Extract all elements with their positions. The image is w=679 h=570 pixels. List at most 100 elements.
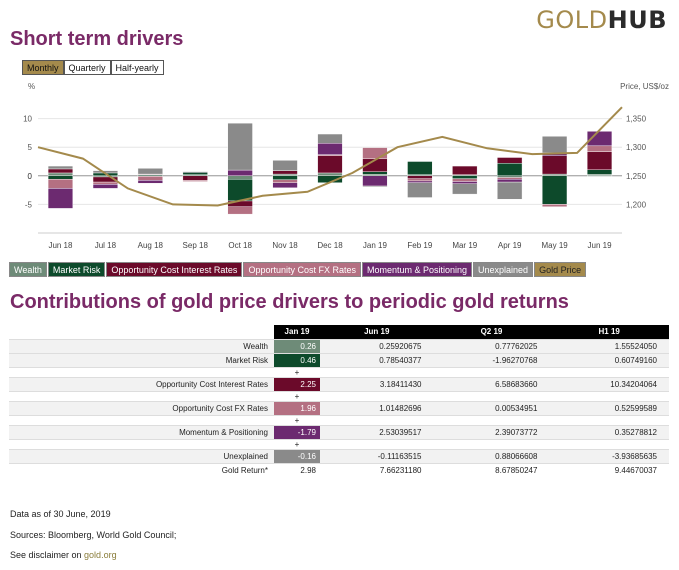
plus-sign: +	[274, 415, 320, 425]
bar-segment[interactable]	[497, 163, 523, 177]
bar-segment[interactable]	[407, 178, 433, 182]
bar-segment[interactable]	[317, 155, 343, 174]
legend-item[interactable]: Opportunity Cost FX Rates	[243, 262, 361, 277]
bar-segment[interactable]	[317, 172, 343, 177]
bar-segment[interactable]	[182, 180, 208, 182]
x-tick-label: Apr 19	[498, 241, 522, 250]
bar-segment[interactable]	[542, 136, 568, 154]
bar-segment[interactable]	[542, 173, 568, 176]
bar-segment[interactable]	[227, 122, 253, 171]
bar-segment[interactable]	[407, 175, 433, 179]
y2-tick-label: 1,250	[626, 172, 647, 181]
bar-segment[interactable]	[227, 175, 253, 180]
bar-segment[interactable]	[272, 182, 298, 189]
bar-segment[interactable]	[542, 175, 568, 205]
bar-segment[interactable]	[272, 175, 298, 181]
bar-segment[interactable]	[362, 147, 388, 160]
bar-segment[interactable]	[47, 168, 74, 174]
h1-value: 0.60749160	[549, 352, 669, 368]
bar-segment[interactable]	[137, 176, 163, 181]
bar-segment[interactable]	[182, 171, 208, 172]
bar-segment[interactable]	[137, 180, 163, 184]
bar-segment[interactable]	[497, 179, 523, 183]
bar-segment[interactable]	[182, 175, 208, 181]
bar-segment[interactable]	[497, 181, 523, 200]
bar-segment[interactable]	[227, 179, 253, 202]
q2-value: 6.58683660	[433, 376, 550, 392]
bar-segment[interactable]	[227, 206, 253, 215]
bar-segment[interactable]	[586, 145, 613, 152]
tab-monthly[interactable]: Monthly	[22, 60, 64, 75]
y2-tick-label: 1,200	[626, 200, 647, 209]
bar-segment[interactable]	[137, 168, 163, 175]
bar-segment[interactable]	[497, 157, 523, 164]
bar-segment[interactable]	[586, 174, 613, 176]
bar-segment[interactable]	[586, 151, 613, 170]
table-row: Opportunity Cost Interest Rates 2.25 3.184…	[9, 376, 669, 392]
bar-segment[interactable]	[452, 181, 478, 185]
tab-quarterly[interactable]: Quarterly	[63, 60, 111, 75]
bar-segment[interactable]	[497, 175, 523, 178]
bar-segment[interactable]	[362, 171, 388, 175]
col-header: Jan 19	[274, 325, 320, 339]
bar-segment[interactable]	[47, 172, 74, 177]
plus-sign: +	[274, 367, 320, 377]
chart-legend: Wealth Market Risk Opportunity Cost Intere…	[9, 262, 587, 277]
jan-value: 2.98	[274, 462, 320, 477]
bar-segment[interactable]	[542, 204, 568, 207]
bar-segment[interactable]	[586, 175, 613, 177]
row-label: Momentum & Positioning	[9, 424, 274, 440]
bar-segment[interactable]	[47, 175, 74, 180]
bar-segment[interactable]	[586, 169, 613, 175]
q2-value: -1.96270768	[433, 352, 550, 368]
row-label: Market Risk	[9, 352, 274, 368]
legend-item[interactable]: Market Risk	[47, 262, 106, 277]
bar-segment[interactable]	[47, 165, 74, 170]
legend-item[interactable]: Wealth	[9, 262, 47, 277]
bar-segment[interactable]	[227, 169, 253, 177]
bar-segment[interactable]	[92, 184, 118, 189]
row-label: Opportunity Cost FX Rates	[9, 400, 274, 416]
goldhub-logo[interactable]: GOLDHUB	[536, 6, 667, 34]
bar-segment[interactable]	[92, 181, 118, 185]
x-tick-label: Feb 19	[407, 241, 432, 250]
bar-segment[interactable]	[272, 179, 298, 183]
jun-value: 1.01482696	[320, 400, 434, 416]
x-tick-label: May 19	[541, 241, 568, 250]
bar-segment[interactable]	[317, 142, 343, 155]
bar-segment[interactable]	[452, 165, 478, 175]
gold-org-link[interactable]: gold.org	[84, 550, 117, 560]
logo-gold-text: GOLD	[536, 6, 608, 34]
q2-value: 0.77762025	[433, 338, 550, 354]
bar-segment[interactable]	[272, 160, 298, 171]
bar-segment[interactable]	[362, 174, 388, 176]
bar-segment[interactable]	[317, 133, 343, 144]
contributions-table: Jan 19 Jun 19 Q2 19 H1 19 Wealth 0.26 0.25…	[9, 325, 669, 477]
y-tick-label: 0	[28, 172, 33, 181]
tab-half-yearly[interactable]: Half-yearly	[110, 60, 164, 75]
legend-item[interactable]: Unexplained	[473, 262, 534, 277]
data-date-note: Data as of 30 June, 2019	[10, 509, 111, 519]
bar-segment[interactable]	[407, 182, 433, 198]
bar-segment[interactable]	[362, 175, 388, 187]
bar-segment[interactable]	[407, 161, 433, 175]
bar-segment[interactable]	[272, 173, 298, 176]
bar-segment[interactable]	[497, 177, 523, 180]
legend-item[interactable]: Opportunity Cost Interest Rates	[106, 262, 243, 277]
jun-value: 3.18411430	[320, 376, 434, 392]
bar-segment[interactable]	[542, 155, 568, 175]
jun-value: -0.11163515	[320, 448, 434, 464]
bar-segment[interactable]	[272, 170, 298, 175]
bar-segment[interactable]	[452, 175, 478, 179]
col-header: H1 19	[549, 325, 669, 339]
legend-item[interactable]: Momentum & Positioning	[361, 262, 473, 277]
bar-segment[interactable]	[47, 188, 74, 209]
bar-segment[interactable]	[182, 172, 208, 175]
legend-item[interactable]: Gold Price	[534, 262, 587, 277]
bar-segment[interactable]	[362, 185, 388, 188]
bar-segment[interactable]	[407, 180, 433, 183]
bar-segment[interactable]	[452, 183, 478, 195]
bar-segment[interactable]	[452, 178, 478, 182]
x-tick-label: Nov 18	[272, 241, 298, 250]
bar-segment[interactable]	[47, 179, 74, 189]
